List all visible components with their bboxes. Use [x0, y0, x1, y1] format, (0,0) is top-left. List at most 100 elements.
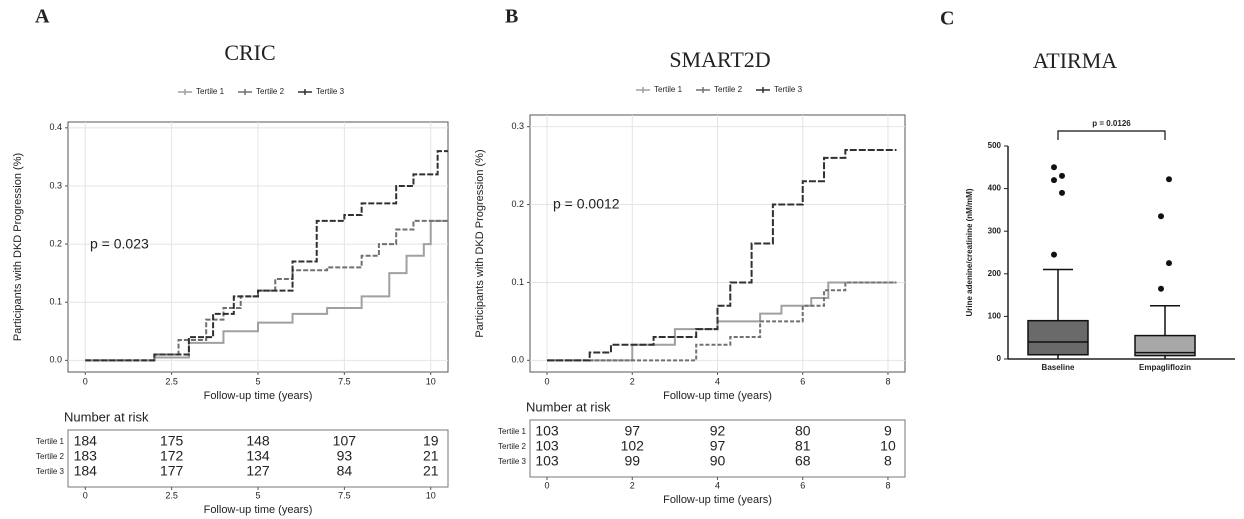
x-tick-label: 2 [630, 376, 635, 386]
outlier [1158, 213, 1164, 220]
risk-count: 10 [880, 438, 896, 454]
outlier [1166, 176, 1172, 183]
y-tick-label: 0.2 [511, 199, 524, 209]
y-tick-label: 100 [988, 312, 1002, 321]
legend-label: Tertile 1 [196, 87, 225, 96]
x-tick-label: 6 [800, 376, 805, 386]
risk-count: 9 [884, 423, 892, 439]
p-value: p = 0.0126 [1092, 119, 1131, 128]
risk-x-tick-label: 0 [545, 480, 550, 490]
risk-row-label: Tertile 2 [498, 442, 527, 451]
risk-count: 90 [710, 453, 726, 469]
legend-label: Tertile 2 [714, 85, 743, 94]
x-tick-label: 8 [885, 376, 890, 386]
y-tick-label: 400 [988, 184, 1002, 193]
km-curve [85, 219, 448, 362]
risk-count: 172 [160, 448, 184, 464]
risk-count: 103 [535, 423, 559, 439]
y-tick-label: 0.4 [49, 122, 62, 132]
risk-count: 184 [74, 463, 98, 479]
risk-x-tick-label: 5 [255, 490, 260, 500]
risk-count: 80 [795, 423, 811, 439]
y-axis-label: Participants with DKD Progression (%) [474, 149, 486, 337]
x-axis-label: Follow-up time (years) [204, 390, 313, 402]
risk-x-tick-label: 7.5 [338, 490, 351, 500]
outlier [1051, 251, 1057, 258]
y-tick-label: 0.0 [511, 355, 524, 365]
risk-count: 84 [337, 463, 353, 479]
risk-count: 102 [621, 438, 645, 454]
significance-bracket [1057, 130, 1166, 140]
risk-count: 97 [710, 438, 726, 454]
y-tick-label: 0.0 [49, 355, 62, 365]
outlier [1158, 285, 1164, 292]
risk-table-title: Number at risk [526, 399, 611, 414]
risk-count: 19 [423, 433, 439, 449]
chart-title: CRIC [224, 40, 275, 65]
y-tick-label: 200 [988, 269, 1002, 278]
risk-x-tick-label: 6 [800, 480, 805, 490]
risk-x-tick-label: 10 [426, 490, 436, 500]
km-curve [547, 149, 897, 362]
box [1027, 319, 1089, 356]
x-tick-label: 7.5 [338, 376, 351, 386]
panel-label: A [35, 6, 50, 28]
risk-count: 103 [535, 438, 559, 454]
outlier [1059, 172, 1065, 179]
y-tick-label: 500 [988, 141, 1002, 150]
y-tick-label: 300 [988, 226, 1002, 235]
risk-x-tick-label: 0 [83, 490, 88, 500]
outlier [1166, 260, 1172, 267]
risk-count: 177 [160, 463, 184, 479]
y-tick-label: 0.1 [49, 297, 62, 307]
legend-label: Tertile 1 [654, 85, 683, 94]
panel-label: C [940, 8, 954, 30]
y-tick-label: 0.3 [49, 180, 62, 190]
risk-count: 68 [795, 453, 811, 469]
risk-count: 148 [246, 433, 270, 449]
risk-count: 107 [333, 433, 357, 449]
risk-row-label: Tertile 3 [498, 457, 527, 466]
risk-count: 184 [74, 433, 98, 449]
outlier [1051, 164, 1057, 171]
p-value: p = 0.023 [90, 236, 149, 252]
chart-title: SMART2D [669, 47, 770, 72]
x-tick-label: 4 [715, 376, 720, 386]
chart-title: ATIRMA [1033, 48, 1117, 73]
risk-row-label: Tertile 3 [36, 467, 65, 476]
y-axis-label: Participants with DKD Progression (%) [12, 153, 24, 341]
km-curve [547, 281, 897, 362]
outlier [1059, 189, 1065, 196]
risk-table-title: Number at risk [64, 409, 149, 424]
y-tick-label: 0 [997, 354, 1002, 363]
x-axis-label: Follow-up time (years) [663, 390, 772, 402]
risk-count: 134 [246, 448, 270, 464]
x-tick-label: 10 [426, 376, 436, 386]
risk-count: 99 [624, 453, 640, 469]
x-tick-label: Baseline [1042, 363, 1075, 372]
x-tick-label: 0 [83, 376, 88, 386]
y-tick-label: 0.1 [511, 277, 524, 287]
risk-count: 81 [795, 438, 811, 454]
y-tick-label: 0.3 [511, 121, 524, 131]
risk-count: 97 [624, 423, 640, 439]
risk-row-label: Tertile 1 [498, 427, 527, 436]
risk-x-tick-label: 2 [630, 480, 635, 490]
risk-x-tick-label: 2.5 [165, 490, 178, 500]
risk-count: 127 [246, 463, 270, 479]
risk-count: 8 [884, 453, 892, 469]
risk-x-tick-label: 4 [715, 480, 720, 490]
risk-count: 103 [535, 453, 559, 469]
x-tick-label: 5 [255, 376, 260, 386]
legend-label: Tertile 3 [316, 87, 345, 96]
risk-count: 92 [710, 423, 726, 439]
risk-count: 183 [74, 448, 98, 464]
p-value: p = 0.0012 [553, 196, 620, 212]
y-tick-label: 0.2 [49, 238, 62, 248]
x-tick-label: 0 [545, 376, 550, 386]
risk-count: 21 [423, 463, 439, 479]
risk-x-tick-label: 8 [885, 480, 890, 490]
risk-count: 93 [337, 448, 353, 464]
risk-row-label: Tertile 2 [36, 452, 65, 461]
